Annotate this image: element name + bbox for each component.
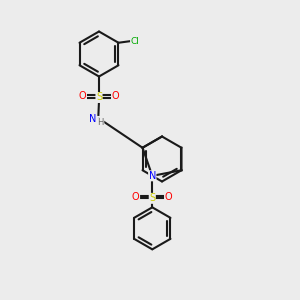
- Text: Cl: Cl: [130, 37, 140, 46]
- Text: N: N: [88, 113, 96, 124]
- Text: S: S: [149, 193, 155, 203]
- Text: H: H: [98, 118, 104, 127]
- Text: N: N: [148, 171, 156, 181]
- Text: O: O: [112, 91, 119, 101]
- Text: O: O: [165, 192, 172, 202]
- Text: O: O: [132, 192, 140, 202]
- Text: S: S: [96, 92, 102, 103]
- Text: O: O: [79, 91, 86, 101]
